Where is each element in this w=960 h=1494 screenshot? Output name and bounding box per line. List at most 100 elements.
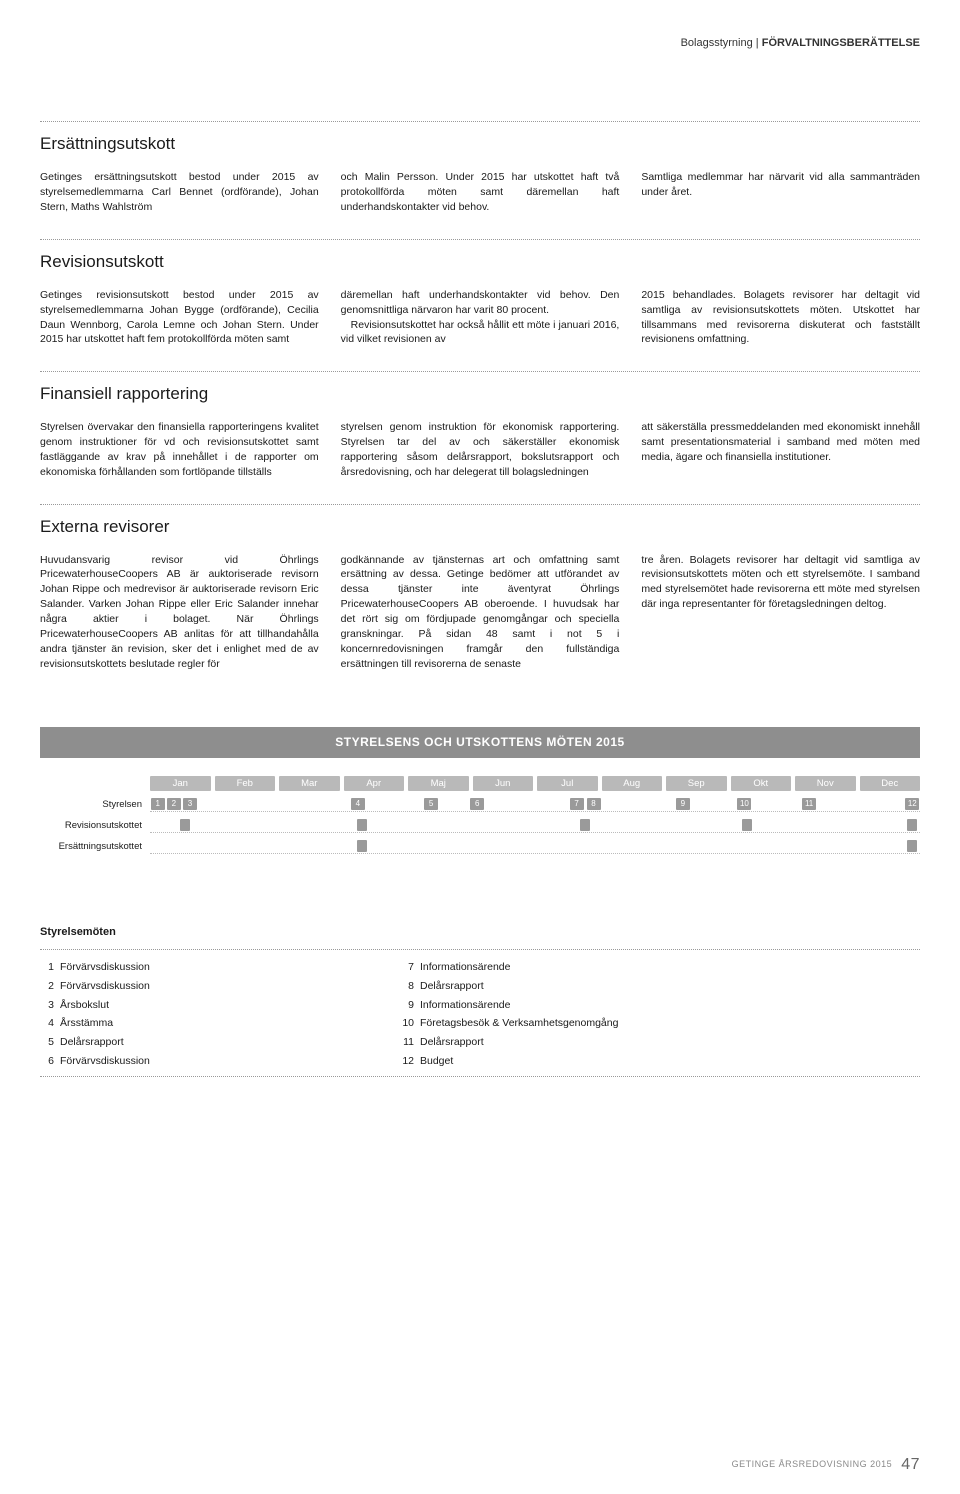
page: Bolagsstyrning | FÖRVALTNINGSBERÄTTELSE … <box>0 0 960 1494</box>
timeline-track <box>150 819 920 833</box>
month-label: Mar <box>279 776 340 791</box>
month-label: Dec <box>860 776 921 791</box>
month-label: Jul <box>537 776 598 791</box>
legend-text: Årsstämma <box>60 1016 113 1031</box>
timeline-marker <box>180 819 190 831</box>
timeline-row-label: Revisionsutskottet <box>40 819 150 832</box>
ersattning-body: Getinges ersättningsutskott bestod under… <box>40 170 920 215</box>
legend-text: Förvärvsdiskussion <box>60 979 150 994</box>
month-label: Apr <box>344 776 405 791</box>
timeline-row-label: Ersättningsutskottet <box>40 840 150 853</box>
section-title-externa: Externa revisorer <box>40 515 920 539</box>
legend-number: 3 <box>40 998 60 1013</box>
legend: Styrelsemöten 1Förvärvsdiskussion2Förvär… <box>40 925 920 1078</box>
timeline-marker: 3 <box>183 798 197 810</box>
timeline: STYRELSENS OCH UTSKOTTENS MÖTEN 2015 Jan… <box>40 727 920 855</box>
legend-text: Delårsrapport <box>420 979 484 994</box>
header-title: FÖRVALTNINGSBERÄTTELSE <box>762 37 920 49</box>
legend-text: Informationsärende <box>420 960 510 975</box>
legend-item: 11Delårsrapport <box>400 1033 720 1052</box>
revision-body: Getinges revisionsutskott bestod under 2… <box>40 288 920 348</box>
month-label: Okt <box>731 776 792 791</box>
page-footer: GETINGE ÅRSREDOVISNING 2015 47 <box>732 1454 920 1476</box>
legend-item: 1Förvärvsdiskussion <box>40 958 360 977</box>
legend-item: 12Budget <box>400 1052 720 1071</box>
legend-number: 9 <box>400 998 420 1013</box>
page-header: Bolagsstyrning | FÖRVALTNINGSBERÄTTELSE <box>40 36 920 51</box>
text: styrelsen genom instruktion för ekonomis… <box>341 420 620 480</box>
text: Revisionsutskottet har också hållit ett … <box>341 318 620 348</box>
timeline-marker: 10 <box>737 798 751 810</box>
section-title-revision: Revisionsutskott <box>40 250 920 274</box>
timeline-marker: 4 <box>351 798 365 810</box>
timeline-marker: 7 <box>570 798 584 810</box>
legend-text: Informationsärende <box>420 998 510 1013</box>
timeline-marker: 12 <box>905 798 919 810</box>
timeline-marker: 5 <box>424 798 438 810</box>
legend-text: Delårsrapport <box>60 1035 124 1050</box>
month-label: Jan <box>150 776 211 791</box>
legend-text: Förvärvsdiskussion <box>60 1054 150 1069</box>
timeline-track: 123456789101112 <box>150 798 920 812</box>
text: Getinges revisionsutskott bestod under 2… <box>40 288 319 348</box>
text: Samtliga medlemmar har närvarit vid alla… <box>641 170 920 200</box>
timeline-marker: 2 <box>167 798 181 810</box>
legend-item: 9Informationsärende <box>400 996 720 1015</box>
timeline-row: Revisionsutskottet <box>40 818 920 834</box>
legend-number: 1 <box>40 960 60 975</box>
legend-item: 6Förvärvsdiskussion <box>40 1052 360 1071</box>
divider <box>40 1076 920 1077</box>
timeline-marker: 9 <box>676 798 690 810</box>
text: att säkerställa pressmeddelanden med eko… <box>641 420 920 465</box>
timeline-marker: 8 <box>587 798 601 810</box>
legend-text: Årsbokslut <box>60 998 109 1013</box>
legend-number: 5 <box>40 1035 60 1050</box>
text: Getinges ersättningsutskott bestod under… <box>40 170 319 215</box>
timeline-marker <box>580 819 590 831</box>
legend-item: 10Företagsbesök & Verksamhetsgenomgång <box>400 1014 720 1033</box>
timeline-marker <box>907 819 917 831</box>
section-title-finansiell: Finansiell rapportering <box>40 382 920 406</box>
footer-text: GETINGE ÅRSREDOVISNING 2015 <box>732 1459 893 1469</box>
legend-item: 7Informationsärende <box>400 958 720 977</box>
divider <box>40 239 920 240</box>
text: 2015 behandlades. Bolagets revisorer har… <box>641 288 920 348</box>
legend-number: 10 <box>400 1016 420 1031</box>
legend-item: 3Årsbokslut <box>40 996 360 1015</box>
month-label: Maj <box>408 776 469 791</box>
legend-number: 8 <box>400 979 420 994</box>
externa-body: Huvudansvarig revisor vid Öhrlings Price… <box>40 553 920 672</box>
divider <box>40 121 920 122</box>
timeline-track <box>150 840 920 854</box>
legend-number: 11 <box>400 1035 420 1050</box>
month-label: Sep <box>666 776 727 791</box>
timeline-row-label: Styrelsen <box>40 798 150 811</box>
timeline-marker <box>357 819 367 831</box>
text: Styrelsen övervakar den finansiella rapp… <box>40 420 319 480</box>
section-title-ersattning: Ersättningsutskott <box>40 132 920 156</box>
divider <box>40 949 920 950</box>
legend-item: 8Delårsrapport <box>400 977 720 996</box>
legend-title: Styrelsemöten <box>40 925 920 940</box>
timeline-month-row: JanFebMarAprMajJunJulAugSepOktNovDec <box>40 776 920 791</box>
timeline-marker: 1 <box>151 798 165 810</box>
text: tre åren. Bolagets revisorer har deltagi… <box>641 553 920 613</box>
timeline-marker <box>357 840 367 852</box>
text: godkännande av tjänsternas art och omfat… <box>341 553 620 672</box>
legend-text: Budget <box>420 1054 453 1069</box>
legend-text: Förvärvsdiskussion <box>60 960 150 975</box>
legend-number: 7 <box>400 960 420 975</box>
timeline-row: Ersättningsutskottet <box>40 839 920 855</box>
legend-number: 2 <box>40 979 60 994</box>
timeline-marker <box>907 840 917 852</box>
page-number: 47 <box>901 1456 920 1473</box>
month-label: Aug <box>602 776 663 791</box>
legend-item: 4Årsstämma <box>40 1014 360 1033</box>
legend-text: Delårsrapport <box>420 1035 484 1050</box>
month-label: Jun <box>473 776 534 791</box>
timeline-row: Styrelsen123456789101112 <box>40 797 920 813</box>
header-section: Bolagsstyrning <box>681 37 753 49</box>
legend-number: 6 <box>40 1054 60 1069</box>
divider <box>40 371 920 372</box>
text: däremellan haft underhandskontakter vid … <box>341 288 620 318</box>
